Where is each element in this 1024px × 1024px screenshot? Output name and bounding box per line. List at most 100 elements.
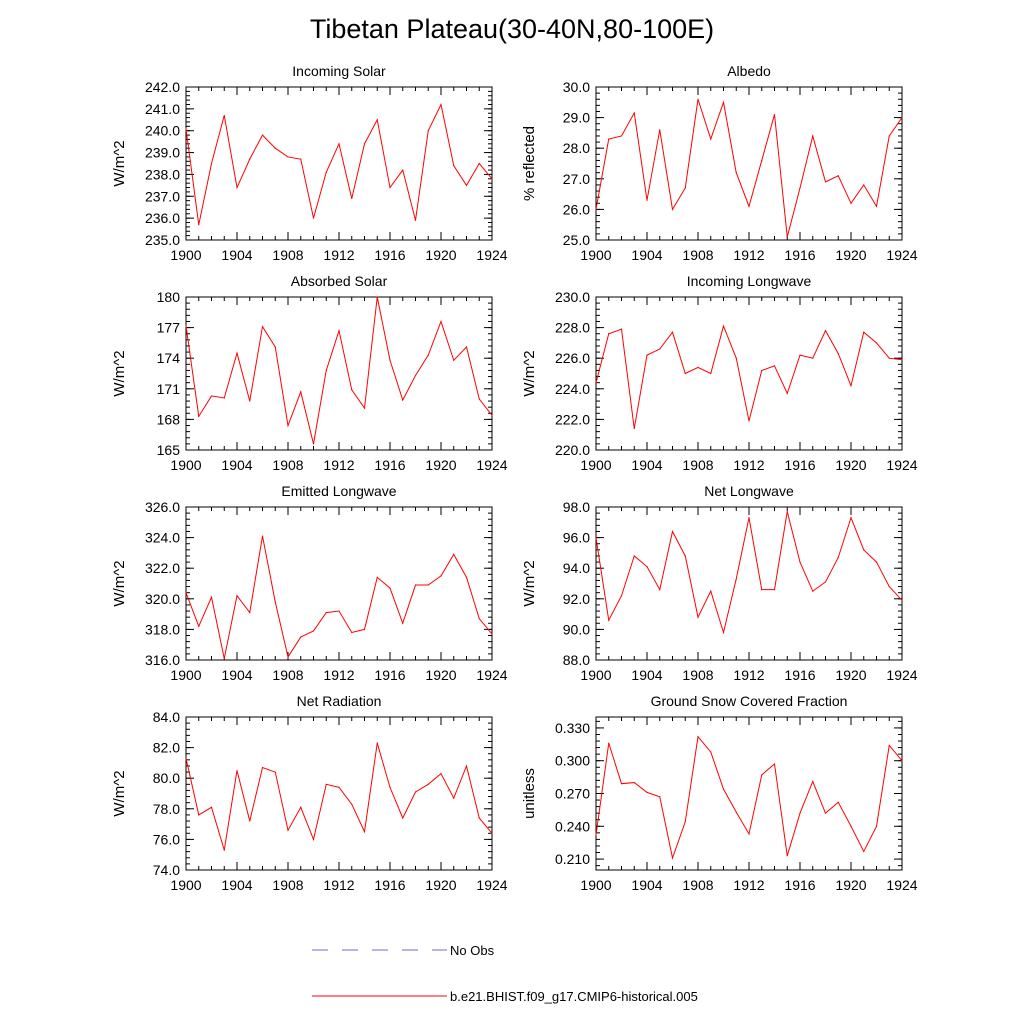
y-tick-label: 0.300 (555, 753, 590, 769)
x-tick-label: 1912 (733, 457, 764, 473)
data-point (863, 331, 865, 333)
y-tick-label: 165 (157, 442, 181, 458)
y-tick-label: 238.0 (145, 166, 180, 182)
data-point (710, 372, 712, 375)
panel-title: Ground Snow Covered Fraction (651, 693, 848, 709)
x-tick-label: 1920 (835, 247, 866, 263)
series-line (185, 296, 493, 444)
data-point (210, 806, 213, 808)
data-point (249, 158, 251, 160)
data-point (236, 186, 238, 189)
y-tick-label: 88.0 (563, 652, 590, 668)
x-tick-label: 1916 (784, 877, 815, 893)
y-tick-label: 80.0 (153, 770, 180, 786)
data-point (659, 589, 661, 591)
y-tick-label: 26.0 (563, 201, 590, 217)
data-point (633, 555, 635, 557)
data-point (697, 616, 699, 618)
y-axis-label: unitless (521, 768, 538, 819)
data-point (901, 117, 903, 119)
x-tick-label: 1912 (323, 247, 354, 263)
panel-title: Incoming Longwave (687, 273, 812, 289)
data-point (312, 838, 315, 841)
data-point (837, 353, 839, 355)
panel-5: Emitted Longwave W/m^2 1900 1904 1908 1912 191… (111, 483, 508, 683)
x-tick-label: 1912 (323, 667, 354, 683)
data-point (274, 346, 276, 348)
y-tick-label: 27.0 (563, 171, 590, 187)
data-point (735, 172, 737, 174)
x-tick-label: 1916 (374, 877, 405, 893)
series-line (595, 99, 903, 238)
y-tick-label: 239.0 (145, 145, 180, 161)
x-tick-label: 1912 (323, 877, 354, 893)
data-point (274, 771, 276, 773)
x-tick-label: 1924 (886, 247, 917, 263)
data-point (325, 171, 327, 173)
data-point (261, 134, 264, 136)
plot-frame (595, 716, 903, 871)
data-point (633, 427, 635, 430)
data-point (684, 555, 686, 557)
data-point (249, 400, 251, 402)
x-tick-label: 1908 (682, 247, 713, 263)
y-tick-label: 171 (157, 381, 181, 397)
data-point (376, 576, 378, 578)
data-point (773, 763, 776, 765)
data-point (875, 561, 878, 563)
x-tick-label: 1908 (272, 877, 303, 893)
y-tick-label: 74.0 (153, 862, 180, 878)
x-tick-label: 1916 (374, 667, 405, 683)
y-tick-label: 25.0 (563, 232, 590, 248)
data-point (812, 357, 814, 359)
data-point (722, 631, 725, 634)
y-tick-label: 242.0 (145, 79, 180, 95)
data-point (773, 365, 776, 367)
data-point (620, 783, 623, 785)
y-tick-label: 174 (157, 350, 181, 366)
data-point (414, 374, 417, 377)
data-point (748, 833, 750, 835)
data-point (710, 138, 712, 140)
x-tick-label: 1904 (221, 247, 252, 263)
data-point (453, 359, 455, 361)
y-tick-label: 0.330 (555, 720, 590, 736)
data-point (697, 736, 699, 738)
data-point (863, 184, 865, 186)
x-tick-label: 1916 (374, 247, 405, 263)
data-point (198, 224, 200, 226)
data-point (824, 581, 827, 583)
data-point (453, 165, 455, 167)
data-point (198, 814, 200, 816)
data-point (312, 217, 315, 219)
data-point (274, 601, 276, 603)
data-point (210, 395, 213, 397)
x-tick-label: 1900 (580, 457, 611, 473)
data-point (671, 857, 674, 859)
data-point (888, 135, 890, 137)
data-point (799, 561, 801, 563)
data-point (824, 812, 827, 814)
panel-2: Albedo % reflected 1900 1904 1908 1912 1916 192… (521, 63, 918, 263)
data-point (223, 849, 225, 851)
data-point (478, 618, 480, 620)
data-point (491, 178, 493, 180)
data-point (363, 407, 366, 409)
x-tick-label: 1904 (221, 457, 252, 473)
panel-3: Absorbed Solar W/m^2 1900 1904 1908 1912 1916 1… (111, 273, 508, 473)
y-tick-label: 29.0 (563, 110, 590, 126)
data-point (646, 566, 648, 568)
y-axis-label: % reflected (521, 126, 538, 201)
x-tick-label: 1900 (170, 667, 201, 683)
data-point (620, 595, 623, 597)
data-point (748, 205, 750, 207)
data-point (837, 175, 839, 177)
x-tick-label: 1912 (733, 877, 764, 893)
panel-title: Absorbed Solar (291, 273, 388, 289)
data-point (799, 812, 801, 814)
data-point (812, 780, 814, 783)
y-tick-label: 237.0 (145, 188, 180, 204)
x-tick-label: 1904 (221, 667, 252, 683)
series-line (185, 102, 493, 225)
data-point (223, 657, 225, 660)
